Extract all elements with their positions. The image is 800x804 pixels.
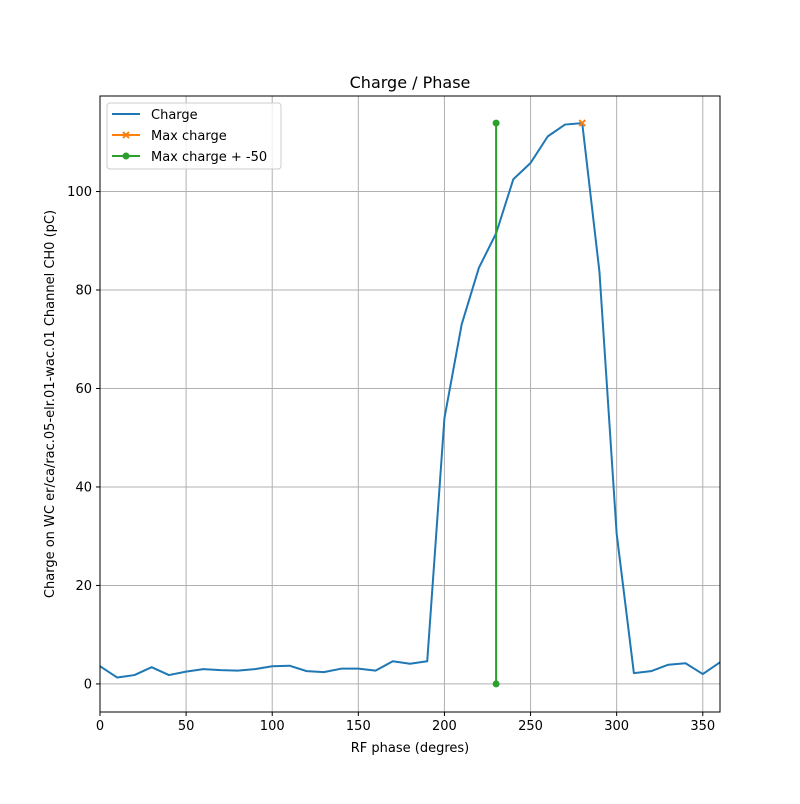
x-tick-label: 300 [604,719,629,734]
x-tick-label: 350 [690,719,715,734]
plot-frame [99,95,721,713]
series-line [99,122,721,679]
x-axis-label: RF phase (degres) [351,741,469,756]
x-tick-label: 200 [432,719,457,734]
y-axis-label: Charge on WC er/ca/rac.05-elr.01-wac.01 … [43,210,58,598]
y-tick-label: 60 [75,382,92,397]
legend-dot-marker-icon [122,152,130,160]
chart-title: Charge / Phase [350,73,471,92]
y-tick-label: 20 [75,579,92,594]
data-point [492,680,500,688]
legend: Charge Max charge Max charge + -50 [106,102,282,170]
x-tick-label: 0 [96,719,104,734]
series-0 [99,122,721,679]
plot-series [99,119,721,688]
legend-x-marker-icon [122,131,130,139]
y-tick-label: 0 [84,677,92,692]
x-tick-label: 100 [260,719,285,734]
series-1 [578,119,586,127]
legend-label-max-charge: Max charge [151,129,227,144]
x-tick-label: 50 [178,719,195,734]
y-tick-label: 40 [75,480,92,495]
y-tick-label: 100 [67,185,92,200]
data-point [578,119,586,127]
series-2 [492,119,500,688]
legend-label-max-charge-offset: Max charge + -50 [151,150,267,165]
x-tick-label: 250 [518,719,543,734]
legend-entry-max-charge: Max charge [112,129,227,144]
legend-entry-max-charge-offset: Max charge + -50 [112,150,267,165]
axis-ticks: 0 50 100 150 200 250 300 350 0 20 40 60 80 100 [67,185,715,734]
legend-box [106,102,282,170]
legend-label-charge: Charge [151,108,198,123]
data-point [492,119,500,127]
y-tick-label: 80 [75,284,92,299]
grid-lines [99,96,720,712]
legend-entry-charge: Charge [112,108,198,123]
x-tick-label: 150 [346,719,371,734]
